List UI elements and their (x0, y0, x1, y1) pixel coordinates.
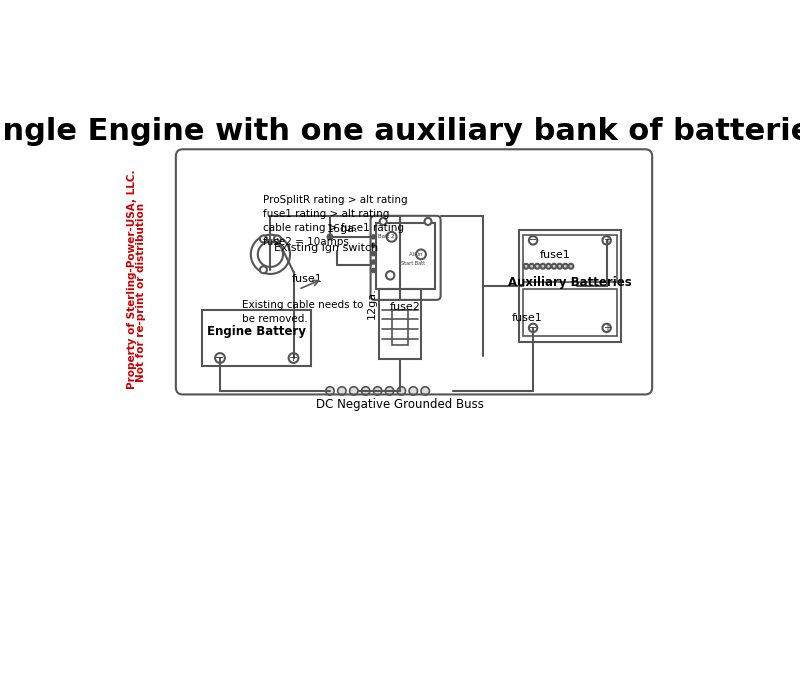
Circle shape (416, 249, 426, 259)
Circle shape (260, 235, 267, 243)
Circle shape (374, 387, 382, 395)
Circle shape (251, 235, 290, 274)
Bar (522, 288, 617, 336)
Circle shape (274, 235, 281, 243)
Text: Not for re-print or distribution: Not for re-print or distribution (136, 204, 146, 382)
Text: fuse1: fuse1 (512, 313, 543, 323)
Circle shape (409, 387, 418, 395)
Circle shape (529, 236, 538, 245)
Text: +: + (289, 353, 298, 363)
Circle shape (260, 266, 267, 273)
Text: Property of Sterling-Power-USA, LLC.: Property of Sterling-Power-USA, LLC. (127, 169, 138, 389)
Text: DC Negative Grounded Buss: DC Negative Grounded Buss (316, 398, 484, 411)
Circle shape (397, 387, 406, 395)
Circle shape (602, 324, 611, 332)
Text: All in: All in (410, 252, 423, 257)
Circle shape (372, 260, 375, 264)
Circle shape (372, 235, 375, 239)
Circle shape (380, 218, 386, 225)
Bar (391, 311, 409, 345)
Circle shape (425, 218, 431, 225)
Bar (379, 289, 421, 359)
Text: fuse2: fuse2 (390, 303, 420, 312)
Circle shape (569, 264, 574, 269)
Bar (202, 311, 311, 367)
Text: Start Batt: Start Batt (401, 261, 425, 266)
Text: 16ga.: 16ga. (326, 224, 358, 234)
Text: 12ga.: 12ga. (367, 288, 377, 319)
Text: −: − (529, 323, 537, 333)
Circle shape (362, 387, 370, 395)
Text: −: − (215, 353, 225, 363)
Text: +: + (602, 323, 610, 333)
Circle shape (258, 242, 283, 267)
Circle shape (421, 387, 430, 395)
Circle shape (524, 264, 529, 269)
Circle shape (215, 353, 225, 363)
Circle shape (372, 252, 375, 255)
Circle shape (541, 264, 546, 269)
Circle shape (602, 236, 611, 245)
Circle shape (327, 234, 333, 240)
Circle shape (386, 387, 394, 395)
Bar (376, 223, 435, 289)
Text: fuse1: fuse1 (540, 250, 571, 260)
Circle shape (530, 264, 534, 269)
Text: Auxiliary Batteries: Auxiliary Batteries (508, 276, 632, 289)
Text: Engine Battery: Engine Battery (207, 325, 306, 338)
Circle shape (558, 264, 562, 269)
Circle shape (289, 353, 298, 363)
Text: Batt 2: Batt 2 (378, 235, 394, 239)
Text: −: − (529, 235, 537, 245)
Circle shape (386, 271, 394, 280)
Text: ProSplitR rating > alt rating
fuse1 rating > alt rating
cable rating > fuse1 rat: ProSplitR rating > alt rating fuse1 rati… (263, 195, 408, 247)
Circle shape (326, 387, 334, 395)
Circle shape (529, 324, 538, 332)
Bar (522, 235, 617, 282)
Circle shape (350, 387, 358, 395)
Circle shape (386, 232, 397, 242)
Text: Single Engine with one auxiliary bank of batteries: Single Engine with one auxiliary bank of… (0, 117, 800, 146)
Circle shape (563, 264, 568, 269)
Text: Existing ign switch: Existing ign switch (274, 243, 378, 253)
Circle shape (372, 269, 375, 272)
Text: Existing cable needs to
be removed.: Existing cable needs to be removed. (242, 300, 364, 324)
Circle shape (338, 387, 346, 395)
Circle shape (535, 264, 540, 269)
Text: fuse1: fuse1 (291, 274, 322, 284)
Circle shape (372, 243, 375, 247)
Circle shape (546, 264, 551, 269)
Bar (519, 230, 621, 342)
Text: +: + (602, 235, 610, 245)
Circle shape (552, 264, 557, 269)
